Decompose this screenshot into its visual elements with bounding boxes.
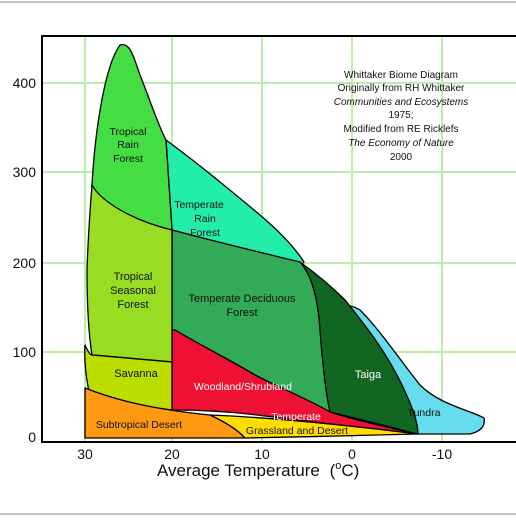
region-woodland-shrubland	[171, 329, 419, 435]
y-tick-label: 200	[13, 255, 37, 271]
x-axis-title-text: Average Temperature	[157, 461, 320, 480]
label-savanna: Savanna	[114, 368, 158, 380]
label-tundra: Tundra	[408, 407, 441, 419]
note-line-5: Modified from RE Ricklefs	[343, 124, 458, 135]
label-temperate-grassland-1: Temperate	[271, 411, 321, 423]
label-tropical-rain-forest-2: Rain	[117, 139, 139, 151]
label-temperate-rain-forest-3: Forest	[190, 227, 220, 239]
label-tropical-seasonal-forest-3: Forest	[117, 299, 148, 311]
note-line-1: Whittaker Biome Diagram	[344, 70, 458, 81]
note-line-4: 1975;	[388, 110, 413, 121]
x-axis-title: Average Temperature (oC)	[157, 460, 359, 480]
label-taiga: Taiga	[355, 369, 382, 381]
label-temperate-grassland-2: Grassland and Desert	[246, 425, 348, 437]
label-woodland-shrubland: Woodland/Shrubland	[194, 381, 292, 393]
label-temperate-deciduous-forest-1: Temperate Deciduous	[188, 293, 296, 305]
label-tropical-seasonal-forest-2: Seasonal	[110, 285, 156, 297]
x-tick-label: 0	[348, 446, 356, 462]
x-tick-label: -10	[432, 446, 452, 462]
y-tick-label: 100	[13, 344, 37, 360]
label-temperate-rain-forest-1: Temperate	[174, 199, 224, 211]
x-tick-label: 30	[77, 446, 93, 462]
x-axis-unit-prefix: (	[330, 461, 336, 480]
x-axis-unit-tail: C)	[341, 461, 359, 480]
label-tropical-rain-forest-1: Tropical	[110, 126, 147, 138]
label-tropical-seasonal-forest-1: Tropical	[114, 271, 153, 283]
note-line-3: Communities and Ecosystems	[334, 97, 469, 108]
x-axis-unit-degree: o	[335, 460, 341, 472]
region-temperate-grassland-desert	[209, 414, 419, 439]
x-tick-label: 20	[164, 446, 180, 462]
label-temperate-rain-forest-2: Rain	[194, 213, 216, 225]
label-tropical-rain-forest-3: Forest	[113, 153, 143, 165]
note-line-6: The Economy of Nature	[348, 138, 454, 149]
y-tick-label: 0	[28, 429, 36, 445]
label-temperate-deciduous-forest-2: Forest	[226, 307, 257, 319]
y-tick-label: 300	[13, 164, 37, 180]
x-tick-label: 10	[254, 446, 270, 462]
y-tick-label: 400	[13, 75, 37, 91]
label-subtropical-desert: Subtropical Desert	[96, 419, 182, 431]
note-line-7: 2000	[390, 152, 413, 163]
note-line-2: Originally from RH Whittaker	[338, 83, 465, 94]
